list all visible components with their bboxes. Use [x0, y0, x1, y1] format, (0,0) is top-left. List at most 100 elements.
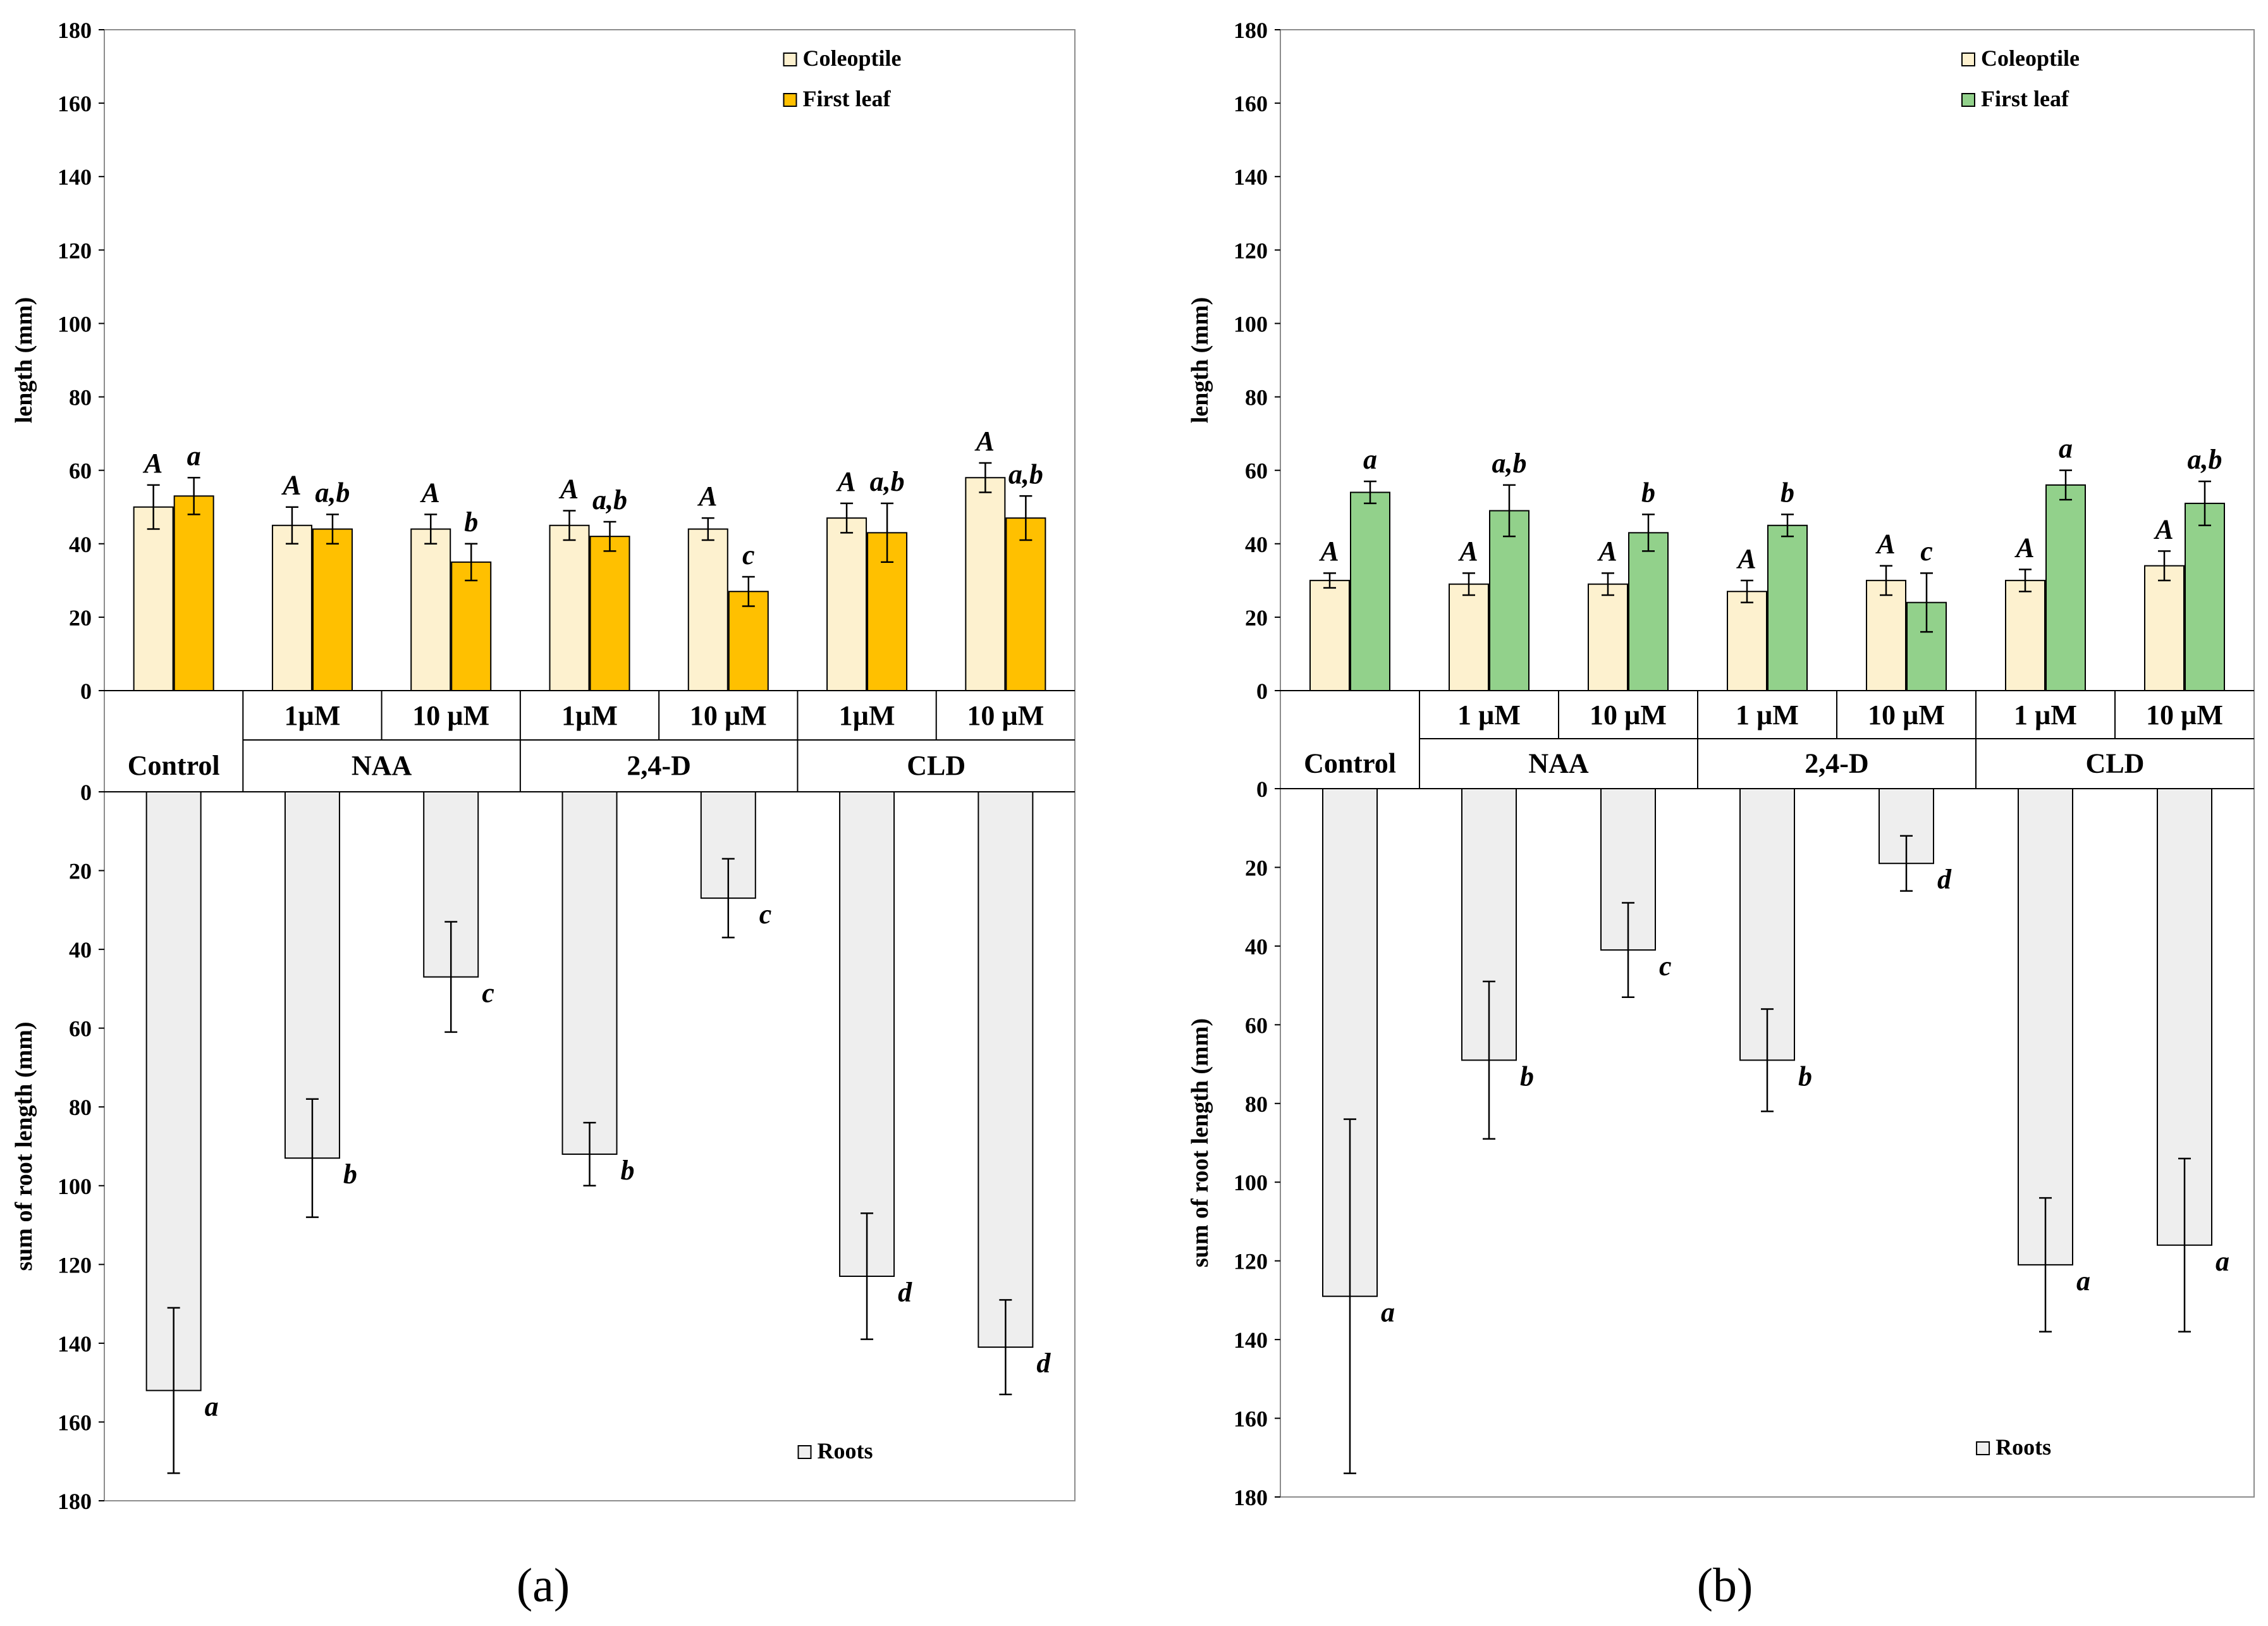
legend-label: First leaf	[803, 86, 892, 111]
bar-roots	[839, 791, 895, 1278]
bar-first-leaf	[589, 536, 630, 692]
significance-letter: a	[205, 1391, 219, 1422]
bar-first-leaf	[1628, 532, 1669, 691]
y-tick-label: 160	[58, 1410, 92, 1435]
legend-label: First leaf	[1981, 86, 2069, 111]
y-tick-label: 20	[69, 859, 92, 884]
bar-first-leaf	[451, 561, 492, 691]
plot-frame	[104, 29, 1076, 1501]
y-tick-label: 40	[69, 532, 92, 557]
significance-letter: A	[420, 477, 440, 508]
y-tick-label: 100	[58, 311, 92, 336]
y-tick-label: 140	[58, 1331, 92, 1357]
y-tick-label: 160	[1234, 1407, 1268, 1432]
bar-coleoptile	[1588, 583, 1628, 692]
significance-letter: a,b	[2188, 444, 2222, 475]
significance-letter: a,b	[870, 466, 905, 497]
y-axis-title-bottom: sum of root length (mm)	[11, 1021, 37, 1271]
bar-first-leaf	[2185, 502, 2225, 692]
significance-letter: A	[1318, 536, 1339, 567]
y-tick-label: 80	[69, 1095, 92, 1120]
y-tick-label: 160	[1234, 91, 1268, 116]
significance-letter: A	[1597, 536, 1617, 567]
significance-letter: a,b	[315, 477, 350, 508]
bar-coleoptile	[410, 528, 451, 691]
sub-category-label: 10 µM	[690, 700, 767, 731]
y-tick-label: 100	[1234, 1170, 1268, 1195]
y-axis-title-top: length (mm)	[11, 297, 37, 423]
y-tick-label: 140	[1234, 1327, 1268, 1353]
significance-letter: b	[343, 1159, 357, 1190]
y-tick-label: 60	[1245, 1013, 1268, 1038]
significance-letter: a	[1363, 444, 1377, 475]
bar-coleoptile	[133, 506, 174, 691]
y-tick-label: 100	[1234, 311, 1268, 336]
y-tick-label: 20	[69, 605, 92, 631]
bar-first-leaf	[1767, 524, 1808, 691]
sub-category-label: 10 µM	[967, 700, 1044, 731]
y-axis-title-bottom: sum of root length (mm)	[1187, 1018, 1213, 1267]
significance-letter: c	[1659, 951, 1672, 982]
plot-frame	[1280, 29, 2255, 1498]
sub-category-label: 1 µM	[1736, 699, 1799, 730]
significance-letter: b	[1798, 1061, 1812, 1092]
y-tick-label: 80	[1245, 1092, 1268, 1117]
sub-category-label: 10 µM	[1868, 699, 1945, 730]
legend-swatch	[1976, 1441, 1990, 1455]
bar-first-leaf	[2045, 484, 2086, 692]
significance-letter: A	[142, 448, 162, 479]
significance-letter: a	[2076, 1266, 2090, 1296]
bar-coleoptile	[1727, 591, 1767, 691]
sub-category-label: 10 µM	[412, 700, 489, 731]
bar-coleoptile	[271, 524, 312, 691]
y-tick-label: 180	[58, 1489, 92, 1514]
legend-label: Roots	[1995, 1434, 2051, 1460]
significance-letter: a,b	[592, 484, 627, 515]
y-tick-label: 120	[1234, 238, 1268, 263]
bar-coleoptile	[2005, 579, 2045, 691]
group-label: CLD	[2086, 748, 2145, 779]
y-tick-label: 80	[69, 385, 92, 410]
significance-letter: a	[1381, 1297, 1395, 1328]
y-axis-title-top: length (mm)	[1187, 297, 1213, 423]
significance-letter: c	[1920, 536, 1933, 567]
bar-coleoptile	[687, 528, 728, 691]
legend-swatch	[783, 93, 797, 107]
y-tick-label: 20	[1245, 855, 1268, 880]
significance-letter: d	[1937, 864, 1952, 895]
significance-letter: A	[835, 466, 855, 497]
significance-letter: b	[1641, 477, 1655, 508]
bar-coleoptile	[1449, 583, 1489, 692]
significance-letter: b	[464, 507, 478, 538]
bar-first-leaf	[1489, 510, 1529, 691]
y-tick-label: 40	[1245, 532, 1268, 557]
significance-letter: c	[742, 539, 755, 570]
bar-roots	[284, 791, 340, 1159]
y-tick-label: 120	[1234, 1249, 1268, 1274]
y-tick-label: 140	[1234, 164, 1268, 190]
significance-letter: A	[974, 426, 995, 457]
bar-roots	[561, 791, 618, 1155]
significance-letter: b	[621, 1155, 635, 1186]
significance-letter: c	[482, 978, 494, 1009]
bar-coleoptile	[826, 517, 867, 692]
significance-letter: A	[1875, 529, 1895, 560]
bar-first-leaf	[1005, 517, 1046, 692]
legend-swatch	[797, 1445, 812, 1459]
bar-coleoptile	[549, 524, 590, 691]
significance-letter: A	[2153, 514, 2173, 545]
legend-label: Coleoptile	[803, 46, 902, 71]
bar-roots	[2018, 788, 2073, 1266]
y-tick-label: 60	[69, 1016, 92, 1042]
significance-letter: A	[1457, 536, 1478, 567]
significance-letter: a	[2059, 433, 2073, 464]
y-tick-label: 0	[1256, 777, 1268, 802]
bar-roots	[145, 791, 202, 1391]
y-tick-label: 20	[1245, 605, 1268, 631]
group-label: 2,4-D	[627, 750, 690, 781]
panel-label: (a)	[517, 1559, 570, 1612]
sub-category-label: 10 µM	[2146, 699, 2223, 730]
y-tick-label: 180	[58, 18, 92, 43]
